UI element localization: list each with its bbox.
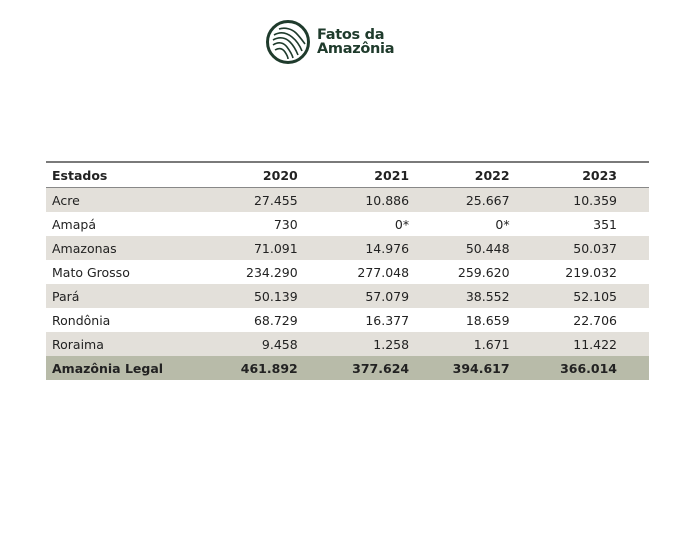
logo: Fatos da Amazônia xyxy=(265,19,395,65)
header-estados: Estados xyxy=(46,162,192,188)
value-cell: 10.886 xyxy=(365,192,410,208)
value-cell: 11.422 xyxy=(573,336,617,352)
value-cell: 50.139 xyxy=(253,288,298,304)
table-row: Rondônia 68.729 16.377 18.659 22.706 xyxy=(46,308,649,332)
value-cell: 234.290 xyxy=(246,264,298,280)
value-cell: 50.037 xyxy=(573,240,617,256)
value-cell: 219.032 xyxy=(565,264,617,280)
state-cell: Amazonas xyxy=(52,240,117,256)
state-cell: Amapá xyxy=(52,216,96,232)
header-2020: 2020 xyxy=(191,162,331,188)
value-cell: 351 xyxy=(593,216,617,232)
value-cell: 1.671 xyxy=(473,336,510,352)
header-row: Estados 2020 2021 2022 2023 xyxy=(46,162,649,188)
value-cell: 27.455 xyxy=(253,192,298,208)
value-cell: 71.091 xyxy=(253,240,298,256)
state-cell: Pará xyxy=(52,288,80,304)
value-cell: 394.617 xyxy=(452,360,510,376)
logo-line-2: Amazônia xyxy=(317,41,395,57)
state-cell: Mato Grosso xyxy=(52,264,130,280)
value-cell: 277.048 xyxy=(357,264,410,280)
value-cell: 259.620 xyxy=(457,264,510,280)
state-cell: Roraima xyxy=(52,336,104,352)
value-cell: 366.014 xyxy=(560,360,617,376)
state-cell: Rondônia xyxy=(52,312,111,328)
value-cell: 52.105 xyxy=(573,288,617,304)
value-cell: 377.624 xyxy=(352,360,410,376)
value-cell: 18.659 xyxy=(465,312,510,328)
value-cell: 16.377 xyxy=(365,312,410,328)
value-cell: 1.258 xyxy=(373,336,410,352)
value-cell: 25.667 xyxy=(465,192,510,208)
total-row: Amazônia Legal 461.892 377.624 394.617 366.0… xyxy=(46,356,649,380)
value-cell: 68.729 xyxy=(253,312,298,328)
table-row: Acre 27.455 10.886 25.667 10.359 xyxy=(46,187,649,212)
value-cell: 9.458 xyxy=(261,336,298,352)
table-row: Amazonas 71.091 14.976 50.448 50.037 xyxy=(46,236,649,260)
state-cell: Amazônia Legal xyxy=(52,360,164,376)
state-cell: Acre xyxy=(52,192,80,208)
deforestation-table: Estados 2020 2021 2022 2023 Acre 27.455 10… xyxy=(46,161,649,380)
value-cell: 0* xyxy=(495,216,510,232)
logo-line-1: Fatos da xyxy=(317,27,385,43)
value-cell: 50.448 xyxy=(465,240,510,256)
header-2022: 2022 xyxy=(430,162,537,188)
value-cell: 57.079 xyxy=(365,288,410,304)
header-2021: 2021 xyxy=(330,162,431,188)
value-cell: 14.976 xyxy=(365,240,410,256)
value-cell: 461.892 xyxy=(240,360,298,376)
value-cell: 22.706 xyxy=(573,312,617,328)
value-cell: 10.359 xyxy=(573,192,617,208)
value-cell: 730 xyxy=(273,216,298,232)
header-2023: 2023 xyxy=(536,162,649,188)
table-row: Mato Grosso 234.290 277.048 259.620 219.032 xyxy=(46,260,649,284)
table-row: Pará 50.139 57.079 38.552 52.105 xyxy=(46,284,649,308)
logo-icon xyxy=(266,20,310,64)
table-row: Roraima 9.458 1.258 1.671 11.422 xyxy=(46,332,649,356)
table-row: Amapá 730 0* 0* 351 xyxy=(46,212,649,236)
value-cell: 38.552 xyxy=(465,288,510,304)
value-cell: 0* xyxy=(394,216,410,232)
